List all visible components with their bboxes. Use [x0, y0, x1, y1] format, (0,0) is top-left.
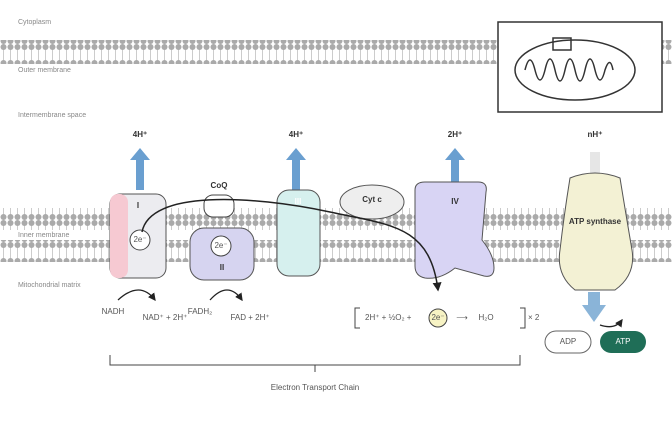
electron-path [141, 198, 442, 292]
atp [600, 331, 646, 353]
complex-label: I [137, 201, 139, 210]
complex-label: III [295, 197, 302, 206]
region-label: Inner membrane [18, 232, 69, 239]
atp-label: ATP [616, 337, 631, 346]
reaction-text: 2e⁻ [431, 313, 444, 322]
reaction-text: 2H⁺ + ½O₂ + [365, 313, 412, 322]
reaction [354, 307, 526, 329]
reaction-arrow [117, 289, 156, 302]
substrate: FADH₂ [188, 307, 212, 316]
region-label: Outer membrane [18, 67, 71, 74]
electron-label: 2e⁻ [133, 235, 146, 244]
cyt-c [339, 184, 405, 220]
complex-label: IV [451, 197, 459, 206]
complex-label: II [220, 263, 224, 272]
proton-label: nH⁺ [588, 130, 603, 139]
proton-label: 2H⁺ [448, 130, 462, 139]
substrate: NADH [102, 307, 125, 316]
complex-ii [189, 227, 255, 281]
complex-iv [414, 181, 495, 279]
coq-label: CoQ [211, 181, 228, 190]
inset [497, 21, 663, 113]
adp [544, 330, 592, 354]
footer-label: Electron Transport Chain [271, 383, 360, 392]
region-label: Cytoplasm [18, 19, 51, 26]
reaction-text: ⟶ [456, 313, 468, 322]
inner-membrane-bottom [0, 240, 672, 262]
complex-iii [276, 189, 321, 277]
electron-label: 2e⁻ [214, 241, 227, 250]
region-label: Intermembrane space [18, 112, 86, 119]
adp-label: ADP [560, 337, 576, 346]
complex-label: ATP synthase [569, 217, 622, 226]
bracket [109, 355, 521, 372]
proton-label: 4H⁺ [289, 130, 303, 139]
reaction-arrow [599, 318, 623, 328]
proton-arrows [130, 148, 606, 322]
inner-membrane-top [0, 208, 672, 230]
reaction-text: × 2 [528, 313, 540, 322]
coq [203, 194, 235, 218]
reaction-arrow [209, 289, 243, 302]
atp-synthase [558, 172, 634, 291]
substrate: NAD⁺ + 2H⁺ [143, 313, 188, 322]
region-label: Mitochondrial matrix [18, 282, 81, 289]
cyt-c-label: Cyt c [362, 195, 382, 204]
reaction-text: H₂O [478, 313, 493, 322]
substrate: FAD + 2H⁺ [230, 313, 269, 322]
proton-label: 4H⁺ [133, 130, 147, 139]
